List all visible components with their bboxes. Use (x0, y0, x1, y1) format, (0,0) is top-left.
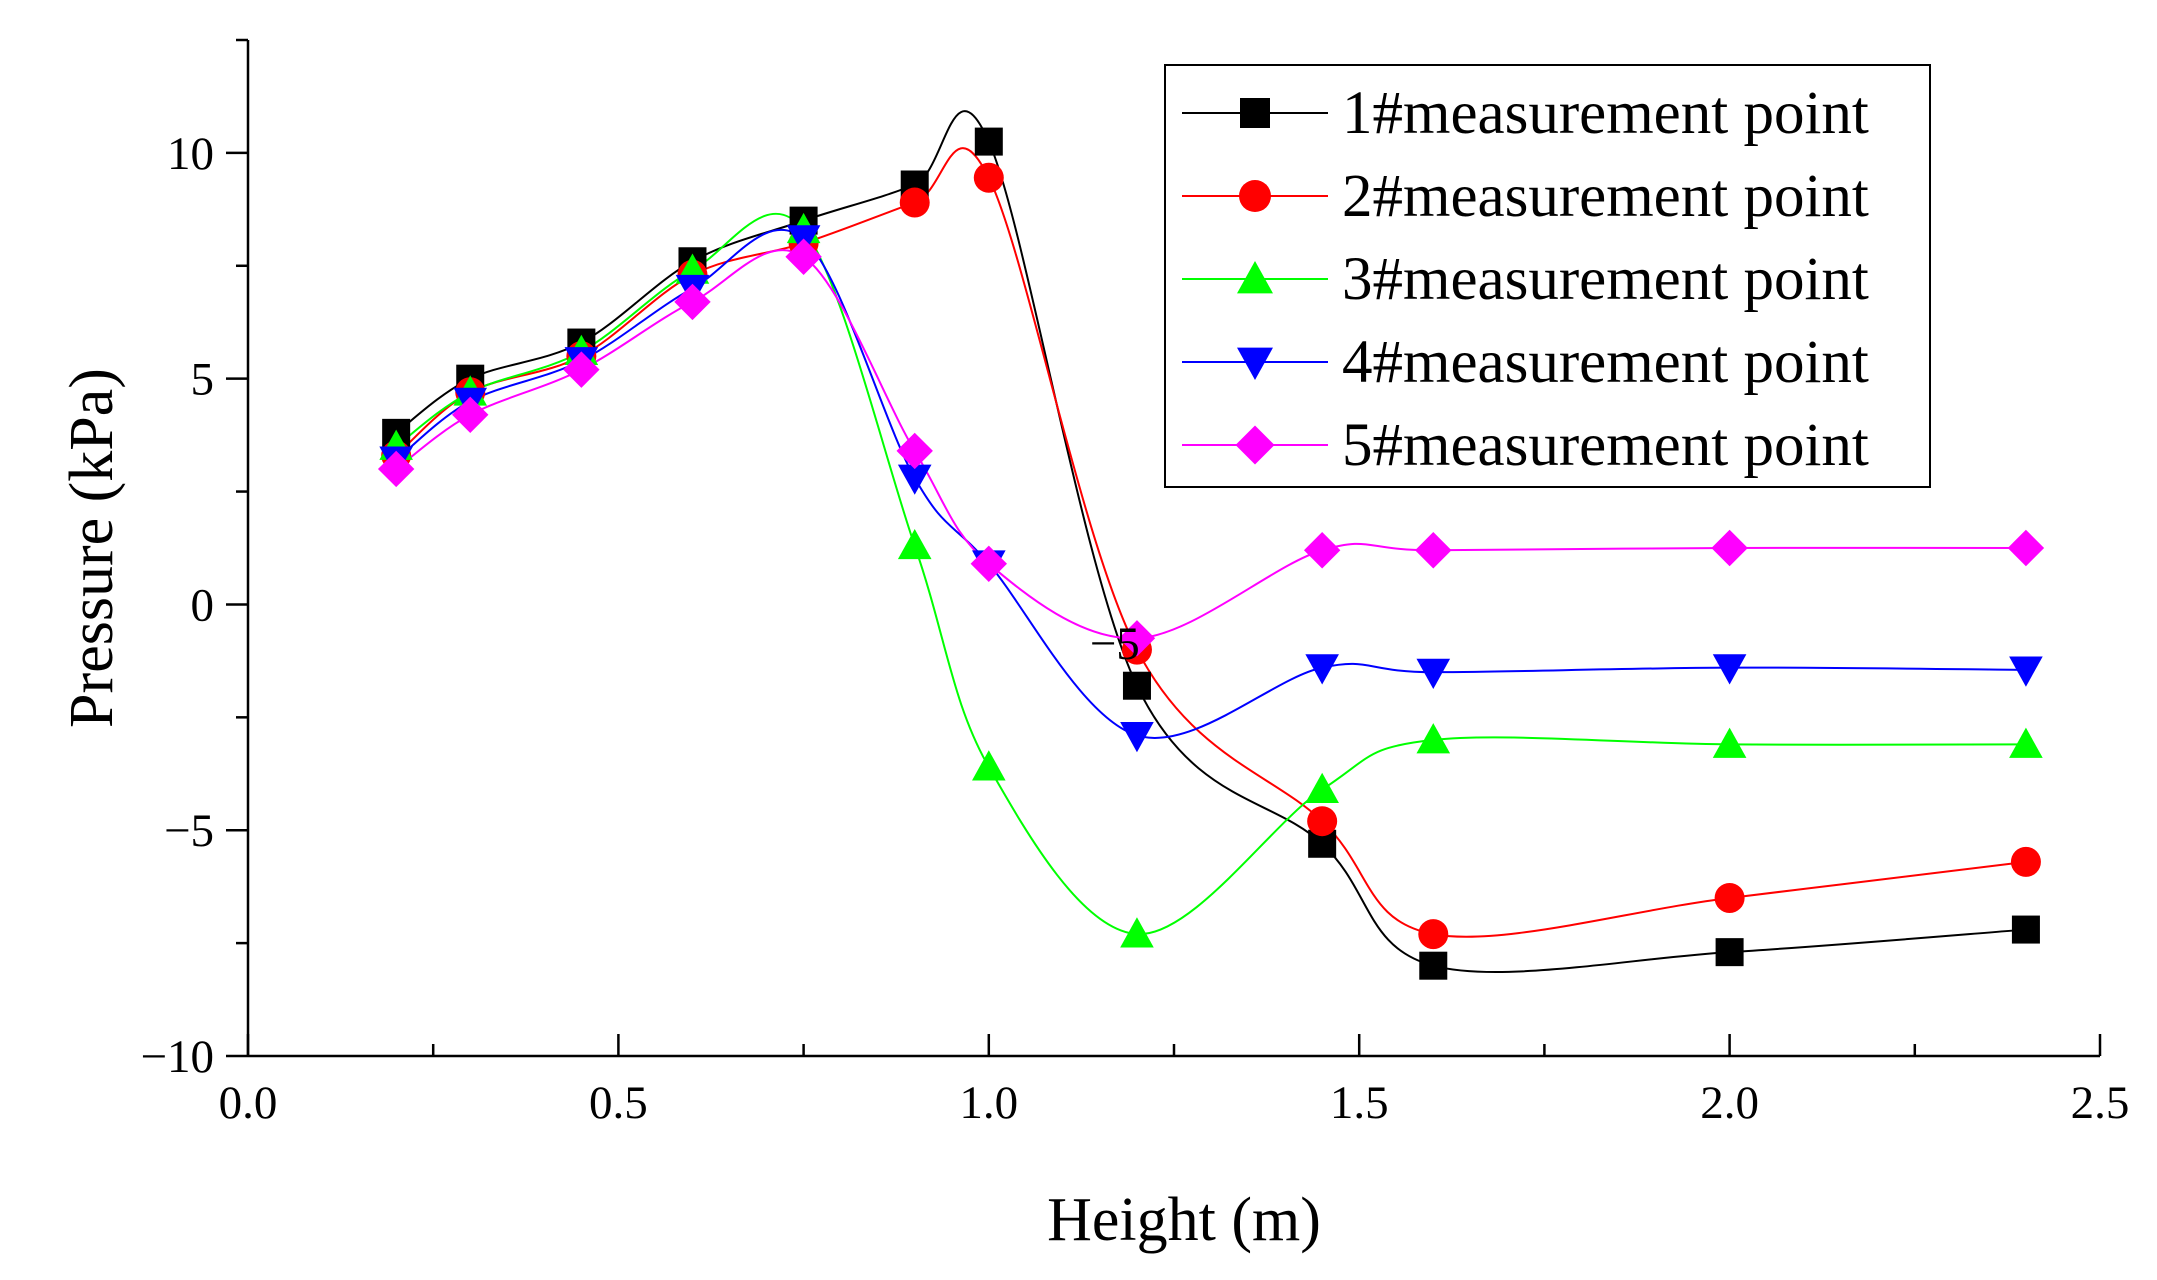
data-point-series-5 (563, 351, 600, 388)
data-point-series-3 (1712, 727, 1747, 758)
y-tick-label: 0 (191, 579, 215, 631)
legend-label-1: 1#measurement point (1342, 80, 1869, 147)
data-point-series-3 (1416, 723, 1451, 754)
axes: 0.0 0.5 1.0 1.5 2.0 2.5 −10 −5 0 5 10 (140, 38, 2130, 1129)
x-tick-label: 1.0 (959, 1077, 1018, 1129)
x-tick-label: 0.0 (219, 1077, 278, 1129)
data-point-series-3 (897, 528, 932, 560)
data-point-series-5 (970, 545, 1007, 583)
legend-marker-5 (1235, 425, 1275, 465)
data-point-series-5 (896, 432, 933, 470)
data-point-series-2 (899, 187, 930, 218)
data-point-series-5 (452, 396, 489, 433)
data-point-series-4 (1305, 654, 1339, 685)
data-point-series-4 (1120, 721, 1154, 753)
y-tick-label: −10 (140, 1031, 214, 1083)
legend-box (1164, 64, 1931, 488)
data-point-series-4 (1712, 654, 1747, 685)
legend-marker-1 (1240, 98, 1270, 128)
x-tick-label: 2.0 (1700, 1077, 1759, 1129)
data-point-series-3 (972, 750, 1006, 781)
data-point-series-1 (2011, 915, 2040, 944)
data-point-series-5 (674, 283, 711, 321)
legend-label-5: 5#measurement point (1342, 412, 1869, 479)
legend: 1#measurement point 2#measurement point 3#… (1164, 64, 1931, 488)
data-point-series-1 (974, 127, 1003, 156)
data-point-series-1 (1419, 951, 1448, 980)
data-point-series-3 (1120, 917, 1154, 948)
series-line-1 (395, 110, 2026, 973)
data-point-series-5 (1415, 532, 1452, 569)
data-point-series-5 (1118, 620, 1156, 657)
data-point-series-4 (897, 464, 932, 495)
data-point-series-2 (1418, 919, 1449, 950)
data-point-series-5 (785, 238, 822, 275)
legend-label-2: 2#measurement point (1342, 163, 1869, 230)
legend-marker-4 (1237, 347, 1273, 380)
data-point-series-2 (1714, 882, 1745, 913)
data-point-series-5 (377, 450, 415, 488)
y-tick-label: 5 (191, 354, 215, 406)
data-point-series-1 (1715, 938, 1744, 967)
legend-label-3: 3#measurement point (1342, 246, 1869, 313)
y-axis-title: Pressure (kPa) (58, 368, 126, 728)
y-tick-label: −5 (164, 805, 214, 857)
series-line-2 (395, 147, 2027, 938)
data-point-series-2 (2010, 846, 2041, 877)
y-tick-label: 10 (167, 128, 214, 180)
x-tick-label: 2.5 (2071, 1077, 2130, 1129)
data-point-series-5 (1711, 529, 1748, 567)
data-point-series-3 (1305, 772, 1339, 804)
data-point-series-5 (1303, 532, 1341, 569)
x-axis-title: Height (m) (1047, 1186, 1321, 1254)
data-point-series-5 (2007, 529, 2045, 567)
x-tick-label: 1.5 (1330, 1077, 1389, 1129)
legend-label-4: 4#measurement point (1342, 329, 1869, 396)
data-point-series-4 (2009, 656, 2043, 687)
data-point-series-2 (973, 162, 1004, 193)
data-point-series-2 (1307, 806, 1338, 837)
data-point-series-1 (1122, 671, 1151, 700)
x-tick-label: 0.5 (589, 1077, 648, 1129)
series-line-3 (395, 213, 2026, 936)
data-point-series-4 (1416, 658, 1451, 689)
legend-marker-3 (1237, 261, 1273, 294)
data-point-series-3 (2009, 727, 2043, 758)
legend-marker-2 (1239, 180, 1271, 212)
annotation-label: −5 (1090, 618, 1140, 670)
series-markers (377, 127, 2045, 980)
